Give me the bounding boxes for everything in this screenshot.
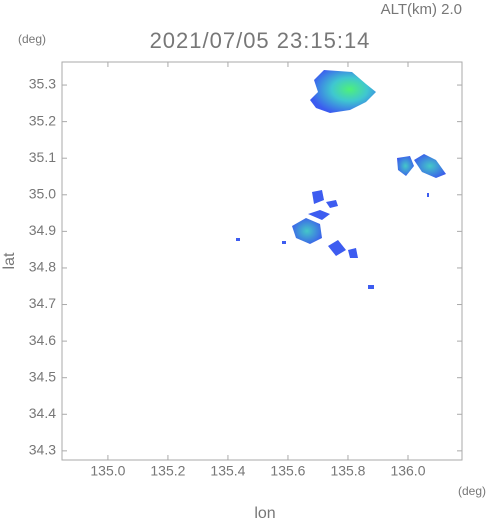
y-axis-label: lat bbox=[1, 252, 18, 269]
echo bbox=[282, 241, 286, 244]
echo bbox=[310, 70, 376, 113]
y-tick-label: 34.8 bbox=[29, 259, 56, 275]
x-tick-label: 135.4 bbox=[210, 463, 245, 479]
echo bbox=[414, 154, 446, 178]
x-tick-label: 135.8 bbox=[330, 463, 365, 479]
x-tick-label: 135.2 bbox=[150, 463, 185, 479]
y-tick-label: 34.4 bbox=[29, 405, 56, 421]
y-tick-label: 35.1 bbox=[29, 149, 56, 165]
y-tick-label: 35.2 bbox=[29, 112, 56, 128]
echo bbox=[236, 238, 240, 241]
y-tick-label: 34.6 bbox=[29, 332, 56, 348]
x-tick-label: 136.0 bbox=[390, 463, 425, 479]
echo bbox=[326, 200, 338, 208]
chart-title: 2021/07/05 23:15:14 bbox=[150, 28, 371, 53]
subtitle: ALT(km) 2.0 bbox=[381, 1, 462, 18]
echo bbox=[427, 193, 429, 197]
echo bbox=[397, 156, 414, 176]
x-tick-label: 135.0 bbox=[90, 463, 125, 479]
echo bbox=[292, 218, 322, 244]
x-axis-label: lon bbox=[254, 505, 275, 521]
y-tick-label: 34.7 bbox=[29, 295, 56, 311]
y-tick-label: 34.3 bbox=[29, 442, 56, 458]
radar-echoes bbox=[236, 70, 446, 289]
echo bbox=[312, 190, 324, 204]
y-tick-label: 34.9 bbox=[29, 222, 56, 238]
echo bbox=[348, 248, 358, 258]
y-tick-label: 35.3 bbox=[29, 76, 56, 92]
echo bbox=[308, 210, 330, 220]
echo bbox=[368, 285, 374, 289]
y-tick-label: 34.5 bbox=[29, 368, 56, 384]
x-unit: (deg) bbox=[458, 484, 486, 498]
y-tick-label: 35.0 bbox=[29, 185, 56, 201]
x-tick-label: 135.6 bbox=[270, 463, 305, 479]
plot-frame bbox=[61, 61, 463, 461]
y-unit: (deg) bbox=[18, 32, 46, 46]
echo bbox=[328, 240, 346, 256]
